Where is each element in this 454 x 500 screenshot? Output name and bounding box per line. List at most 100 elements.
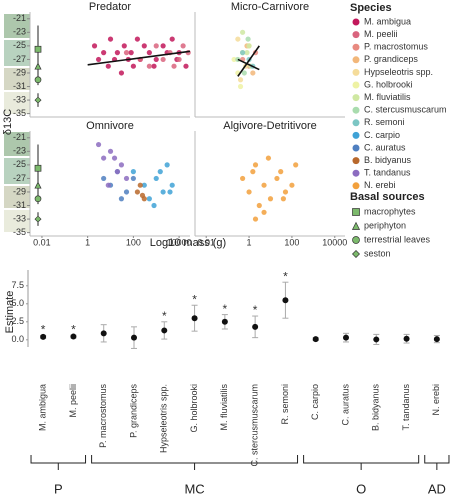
- significance: *: [223, 302, 228, 316]
- y-tick-label: -23: [13, 27, 26, 37]
- point: [312, 336, 319, 343]
- point: [221, 318, 228, 325]
- point: [252, 323, 259, 330]
- point: [101, 155, 107, 161]
- photo-strip: [4, 14, 30, 232]
- panel-title: Omnivore: [86, 120, 134, 132]
- point: [252, 216, 259, 222]
- point: [40, 333, 47, 340]
- point: [141, 43, 147, 49]
- legend-swatch: [352, 68, 360, 76]
- point: [171, 63, 177, 69]
- legend-label: M. ambigua: [364, 16, 411, 26]
- point: [256, 202, 262, 209]
- point: [95, 141, 102, 148]
- significance: *: [192, 292, 197, 306]
- point: [169, 182, 175, 188]
- point: [160, 43, 166, 49]
- point: [373, 336, 380, 343]
- point: [134, 189, 141, 195]
- point: [131, 334, 137, 341]
- point: [118, 162, 125, 168]
- legend-swatch: [352, 236, 360, 244]
- legend-swatch: [352, 182, 360, 190]
- y-tick-label: -21: [13, 132, 26, 142]
- significance: *: [162, 309, 167, 323]
- x-tick-label: M. ambigua: [38, 384, 48, 431]
- point: [151, 202, 157, 209]
- x-tick-label: M. peelii: [68, 384, 78, 418]
- point: [118, 70, 125, 76]
- point: [146, 63, 152, 69]
- point: [250, 70, 256, 76]
- legend-swatch: [352, 43, 360, 51]
- legend-label: C. stercusmuscarum: [364, 105, 447, 115]
- point: [161, 327, 168, 334]
- group-bracket: [303, 455, 420, 470]
- group-label: AD: [428, 481, 446, 496]
- group-label: MC: [184, 481, 204, 496]
- point: [157, 169, 163, 175]
- x-tick-label: P. macrostomus: [98, 384, 108, 448]
- significance: *: [71, 322, 76, 336]
- significance: *: [253, 303, 258, 317]
- point: [244, 50, 250, 56]
- x-tick-label: 10000: [167, 237, 192, 247]
- point: [169, 36, 175, 42]
- legend-swatch: [352, 157, 360, 165]
- point: [107, 148, 114, 154]
- legend-label: Hypseleotris spp.: [364, 67, 433, 77]
- point: [293, 162, 299, 168]
- legend-swatch: [352, 18, 360, 26]
- point: [114, 50, 121, 56]
- point: [105, 182, 111, 188]
- point: [146, 50, 152, 56]
- y-tick-label: -29: [13, 67, 26, 77]
- legend-swatch: [352, 81, 360, 89]
- group-label: P: [54, 481, 63, 496]
- point: [146, 196, 152, 202]
- point: [137, 182, 143, 188]
- y-axis-label: δ13C: [2, 109, 14, 135]
- legend-label: macrophytes: [364, 206, 416, 216]
- basal-marker: [34, 195, 42, 203]
- point: [123, 189, 130, 195]
- point: [130, 63, 136, 69]
- legend-swatch: [352, 131, 360, 139]
- x-tick-label: R. semoni: [280, 384, 290, 425]
- point: [128, 50, 134, 56]
- point: [118, 196, 125, 202]
- point: [343, 334, 349, 341]
- point: [111, 155, 118, 161]
- point: [240, 50, 246, 56]
- point: [246, 189, 252, 195]
- point: [237, 83, 244, 90]
- x-tick-label: 0.01: [33, 237, 51, 247]
- point: [91, 43, 98, 49]
- point: [180, 43, 186, 49]
- y-tick-label: -35: [13, 227, 26, 237]
- y-tick-label: -31: [13, 200, 26, 210]
- basal-marker: [34, 76, 42, 84]
- point: [282, 189, 289, 195]
- legend-label: B. bidyanus: [364, 155, 412, 165]
- basal-marker: [34, 215, 42, 223]
- legend-label: N. erebi: [364, 180, 396, 190]
- legend-swatch: [351, 221, 361, 230]
- x-tick-label: 0.01: [197, 237, 215, 247]
- point: [139, 192, 146, 198]
- basal-marker: [34, 164, 42, 172]
- x-tick-label: T. tandanus: [401, 384, 411, 431]
- legend-swatch: [352, 144, 360, 152]
- legend-title: Species: [350, 2, 392, 14]
- point: [167, 189, 173, 195]
- group-label: O: [356, 481, 366, 496]
- point: [267, 196, 274, 202]
- y-tick-label: -27: [13, 54, 26, 64]
- y-tick-label: -25: [13, 40, 26, 50]
- point: [280, 196, 286, 202]
- legend-label: seston: [364, 248, 391, 258]
- point: [130, 169, 136, 175]
- legend-swatch: [352, 56, 360, 64]
- point: [101, 50, 107, 56]
